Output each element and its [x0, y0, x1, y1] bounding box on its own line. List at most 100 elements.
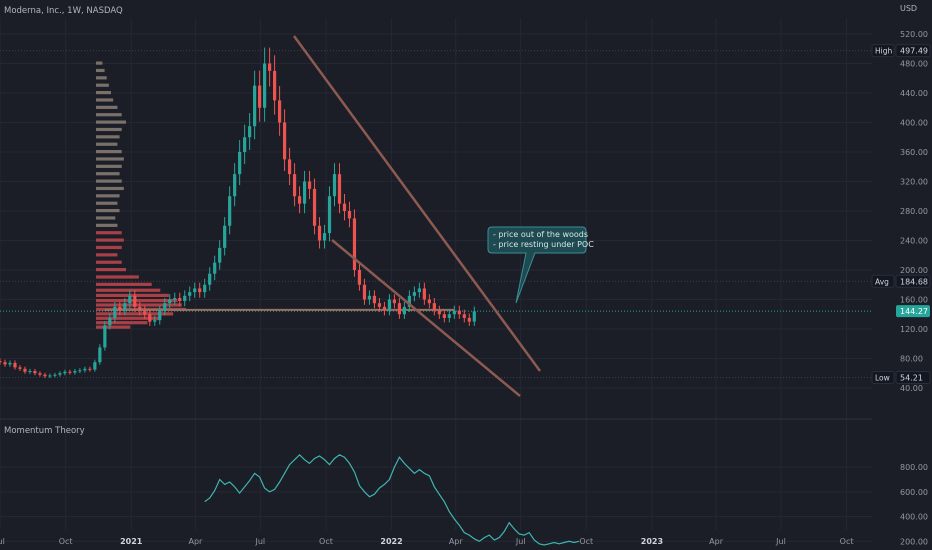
candle[interactable] [203, 284, 207, 293]
candle[interactable] [43, 374, 47, 377]
candle[interactable] [218, 247, 222, 263]
wedge-lower-trendline[interactable] [331, 239, 521, 397]
candle[interactable] [138, 306, 142, 311]
candle[interactable] [382, 306, 387, 311]
candle[interactable] [322, 233, 327, 241]
candle[interactable] [233, 174, 237, 197]
candle[interactable] [238, 152, 242, 175]
candle[interactable] [193, 288, 197, 293]
candle[interactable] [68, 371, 72, 373]
candle[interactable] [253, 85, 257, 127]
candle[interactable] [23, 368, 27, 372]
candle[interactable] [223, 225, 227, 248]
candle[interactable] [113, 306, 117, 318]
candle[interactable] [397, 303, 402, 315]
candle[interactable] [8, 362, 12, 365]
candle[interactable] [148, 314, 152, 322]
candle[interactable] [342, 203, 347, 211]
candle[interactable] [158, 310, 162, 321]
candle[interactable] [93, 362, 97, 370]
candle[interactable] [452, 310, 456, 315]
time-axis[interactable]: Jul Oct 2021 Apr Jul Oct 2022 Apr Jul Oct 2023 Apr J… [0, 537, 854, 546]
candle[interactable] [123, 303, 127, 311]
candle[interactable] [3, 362, 7, 365]
candle[interactable] [83, 368, 87, 371]
candle[interactable] [128, 295, 132, 304]
candle[interactable] [407, 295, 411, 307]
candle[interactable] [143, 310, 147, 315]
candle[interactable] [392, 299, 397, 304]
candle[interactable] [332, 174, 337, 197]
candle[interactable] [442, 314, 446, 318]
indicator-title[interactable]: Momentum Theory [4, 426, 85, 436]
price-axis[interactable]: 40.00 80.00 120.00 160.00 200.00 240.00 280.00… [900, 30, 928, 393]
candle[interactable] [88, 368, 92, 370]
candle[interactable] [282, 122, 287, 160]
candle[interactable] [302, 181, 307, 204]
candle[interactable] [292, 174, 297, 197]
candle[interactable] [327, 196, 332, 234]
candle[interactable] [58, 373, 62, 375]
candle[interactable] [352, 218, 357, 270]
wedge-upper-trendline[interactable] [292, 35, 542, 372]
candle[interactable] [297, 196, 302, 204]
candle[interactable] [33, 371, 37, 374]
candle[interactable] [312, 188, 317, 226]
candle[interactable] [357, 270, 362, 285]
candle[interactable] [98, 347, 102, 363]
candle[interactable] [173, 298, 177, 300]
candle[interactable] [268, 63, 272, 71]
candle[interactable] [103, 325, 107, 348]
candle[interactable] [198, 288, 202, 293]
candle[interactable] [0, 361, 2, 363]
candle[interactable] [437, 310, 441, 315]
candle[interactable] [337, 174, 342, 204]
momentum-line[interactable] [204, 453, 580, 546]
candle[interactable] [108, 317, 112, 326]
candle[interactable] [272, 70, 277, 101]
candle[interactable] [228, 196, 232, 226]
candle[interactable] [432, 303, 436, 311]
candle[interactable] [163, 303, 167, 311]
candle[interactable] [362, 284, 367, 300]
candle[interactable] [53, 374, 57, 376]
candle[interactable] [153, 320, 157, 322]
candle[interactable] [417, 288, 421, 293]
candle[interactable] [457, 310, 461, 315]
falling-wedge[interactable] [292, 35, 542, 397]
candle[interactable] [48, 375, 52, 377]
candle[interactable] [188, 292, 192, 296]
candle[interactable] [183, 295, 187, 301]
candle[interactable] [73, 371, 77, 373]
candle[interactable] [427, 299, 431, 304]
candle[interactable] [258, 85, 262, 108]
candle[interactable] [422, 288, 426, 300]
candle[interactable] [377, 303, 382, 307]
candle[interactable] [118, 306, 122, 311]
candle[interactable] [178, 298, 182, 301]
candle[interactable] [387, 299, 392, 311]
candle[interactable] [28, 371, 32, 373]
candle[interactable] [467, 317, 471, 322]
candle[interactable] [317, 225, 322, 241]
candle[interactable] [243, 137, 247, 152]
candle[interactable] [263, 63, 267, 108]
candle[interactable] [13, 362, 17, 368]
candlestick-series[interactable] [0, 47, 476, 379]
candle[interactable] [213, 262, 217, 274]
candle[interactable] [367, 295, 372, 300]
candle[interactable] [462, 314, 466, 318]
candle[interactable] [412, 292, 416, 296]
candle[interactable] [402, 306, 407, 315]
candle[interactable] [133, 295, 137, 307]
candle[interactable] [287, 159, 292, 175]
candle[interactable] [78, 370, 82, 372]
annotation-callout[interactable]: - price out of the woods - price resting… [487, 226, 594, 304]
momentum-indicator-series[interactable] [204, 453, 580, 546]
candle[interactable] [277, 100, 282, 123]
candle[interactable] [472, 311, 476, 322]
symbol-title[interactable]: Moderna, Inc., 1W, NASDAQ [4, 6, 123, 16]
candle[interactable] [63, 371, 67, 374]
candle[interactable] [38, 373, 42, 375]
